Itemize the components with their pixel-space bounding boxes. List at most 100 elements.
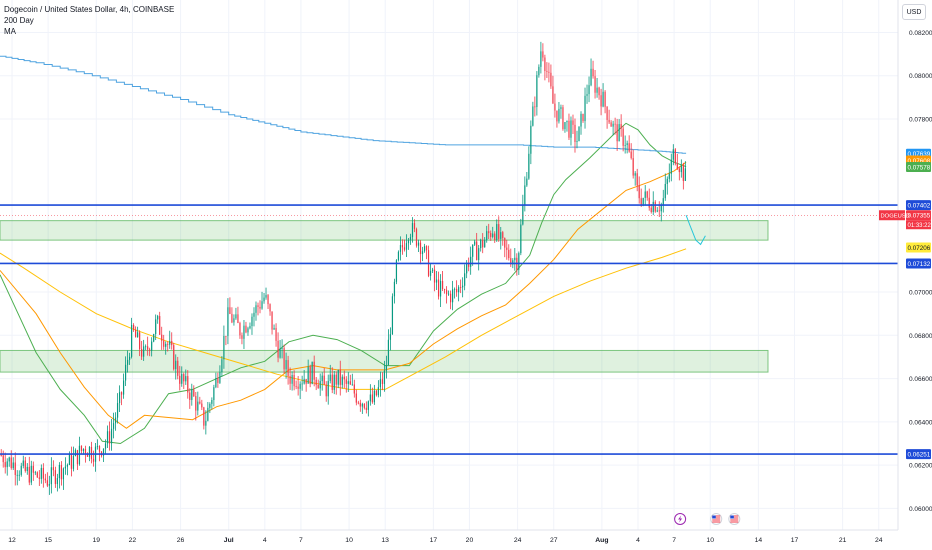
candle-body [167,343,169,345]
candle-body [552,86,554,104]
candle-body [263,297,265,302]
price-tag-label: 0.07639 [908,151,931,158]
time-axis-bg [0,530,932,550]
candle-body [237,314,239,324]
candle-body [450,293,452,303]
candle-body [349,381,351,385]
price-tag [906,162,931,173]
candle-body [470,256,472,267]
candle-body [126,359,129,365]
candle-body [139,332,141,349]
candle-body [201,403,203,408]
candle-body [518,253,520,270]
candle-body [313,361,315,380]
candle-body [273,327,275,330]
candle-body [407,240,410,244]
candle-body [245,325,247,333]
y-tick-label: 0.06800 [909,333,932,340]
x-tick-label: 4 [263,537,267,544]
price-tag [906,210,931,221]
candle-body [674,149,676,164]
candle-body [594,76,596,93]
x-tick-label: 7 [672,537,676,544]
x-tick-label: 27 [550,537,558,544]
candle-body [415,228,418,246]
symbol-tag-label: DOGEUSD [881,214,910,220]
candle-body [377,387,379,396]
candle-body [177,360,179,376]
candle-body [504,238,506,248]
candle-body [287,360,289,377]
candle-body [211,400,213,404]
candle-body [464,273,466,286]
candle-body [474,241,476,245]
candle-body [351,384,353,386]
candle-body [550,72,552,87]
candle-body [155,319,157,335]
candle-body [78,445,81,465]
y-tick-label: 0.08000 [909,73,932,80]
candle-body [257,305,259,307]
candle-body [189,392,191,400]
candle-body [586,94,588,96]
candle-body [367,401,369,410]
candle-body [548,71,550,73]
candle-body [538,66,540,76]
x-tick-label: 15 [44,537,52,544]
candle-body [534,106,536,108]
candle-body [0,455,2,456]
price-tag-label: 0.07402 [908,202,931,209]
candle-body [301,383,303,385]
flag-stripe [730,519,739,521]
candle-body [564,122,566,130]
currency-button[interactable]: USD [902,4,926,20]
candle-body [82,448,85,451]
candle-body [560,107,562,109]
candle-body [197,401,199,411]
candle-body [622,128,624,146]
candle-body [456,288,458,293]
candle-body [670,159,672,174]
symbol-tag [879,210,905,221]
candle-body [129,356,131,360]
candle-body [110,428,113,444]
candle-body [295,386,297,387]
candle-body [445,289,448,295]
price-tag [906,242,931,253]
candle-body [112,423,115,429]
candle-body [8,457,10,462]
candle-body [227,307,229,337]
candle-body [618,124,620,142]
candle-body [640,198,642,205]
candle-body [50,467,52,485]
candle-body [638,185,640,199]
candle-body [546,70,548,72]
candle-body [24,460,26,472]
candle-body [604,91,606,107]
x-tick-label: 17 [430,537,438,544]
candle-body [530,125,532,154]
countdown-tag [906,220,931,230]
candle-body [520,224,522,254]
candle-body [353,384,355,394]
candle-body [528,153,530,179]
candle-body [662,198,664,205]
candle-body [572,120,574,125]
candle-body [289,376,291,384]
candle-body [96,446,99,447]
flag-stripe [712,517,721,519]
y-tick-label: 0.07000 [909,290,932,297]
candle-body [608,119,610,123]
candle-body [664,183,666,199]
price-tag-label: 0.07132 [908,261,931,268]
candle-body [510,258,512,265]
candle-body [650,207,652,213]
x-tick-label: Aug [595,537,608,544]
flag-stripe [712,521,721,523]
candle-body [124,364,127,381]
candle-body [217,377,219,383]
candle-body [592,68,594,77]
candle-body [522,204,524,225]
